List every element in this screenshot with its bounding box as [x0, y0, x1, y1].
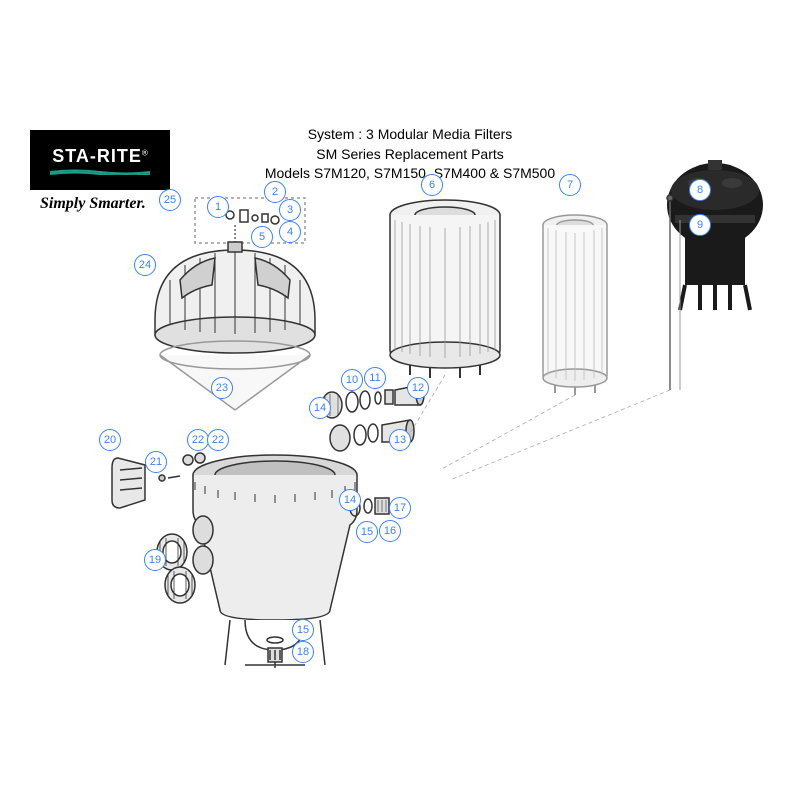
small-cartridge	[543, 215, 607, 395]
callout-5: 5	[251, 226, 273, 248]
lower-tank-body	[193, 455, 357, 668]
callout-24: 24	[134, 254, 156, 276]
callout-4: 4	[279, 221, 301, 243]
callout-2: 2	[264, 181, 286, 203]
diagram-title: System : 3 Modular Media Filters SM Seri…	[220, 125, 600, 184]
callout-25: 25	[159, 189, 181, 211]
callout-6: 6	[421, 174, 443, 196]
brand-logo: STA-RITE®	[30, 130, 170, 190]
union-nuts	[157, 534, 195, 603]
callout-16: 16	[379, 520, 401, 542]
callout-13: 13	[389, 429, 411, 451]
title-line1: System : 3 Modular Media Filters	[220, 125, 600, 145]
callout-10: 10	[341, 369, 363, 391]
callout-8: 8	[689, 179, 711, 201]
callout-20: 20	[99, 429, 121, 451]
callout-12: 12	[407, 377, 429, 399]
title-line2: SM Series Replacement Parts	[220, 145, 600, 165]
brand-name: STA-RITE®	[52, 146, 148, 167]
callout-22: 22	[187, 429, 209, 451]
callout-1: 1	[207, 196, 229, 218]
callout-23: 23	[211, 377, 233, 399]
callout-19: 19	[144, 549, 166, 571]
callout-7: 7	[559, 174, 581, 196]
callout-14: 14	[309, 397, 331, 419]
callout-17: 17	[389, 497, 411, 519]
brand-text: STA-RITE	[52, 146, 142, 166]
callout-22: 22	[207, 429, 229, 451]
callout-15: 15	[356, 521, 378, 543]
callout-21: 21	[145, 451, 167, 473]
upper-tank-dome	[155, 242, 315, 353]
logo-wave-icon	[50, 169, 150, 175]
callout-11: 11	[364, 367, 386, 389]
large-cartridge	[390, 200, 500, 378]
callout-3: 3	[279, 199, 301, 221]
callout-18: 18	[292, 641, 314, 663]
callout-9: 9	[689, 214, 711, 236]
callout-15: 15	[292, 619, 314, 641]
callout-14: 14	[339, 489, 361, 511]
registered-mark: ®	[142, 148, 148, 157]
